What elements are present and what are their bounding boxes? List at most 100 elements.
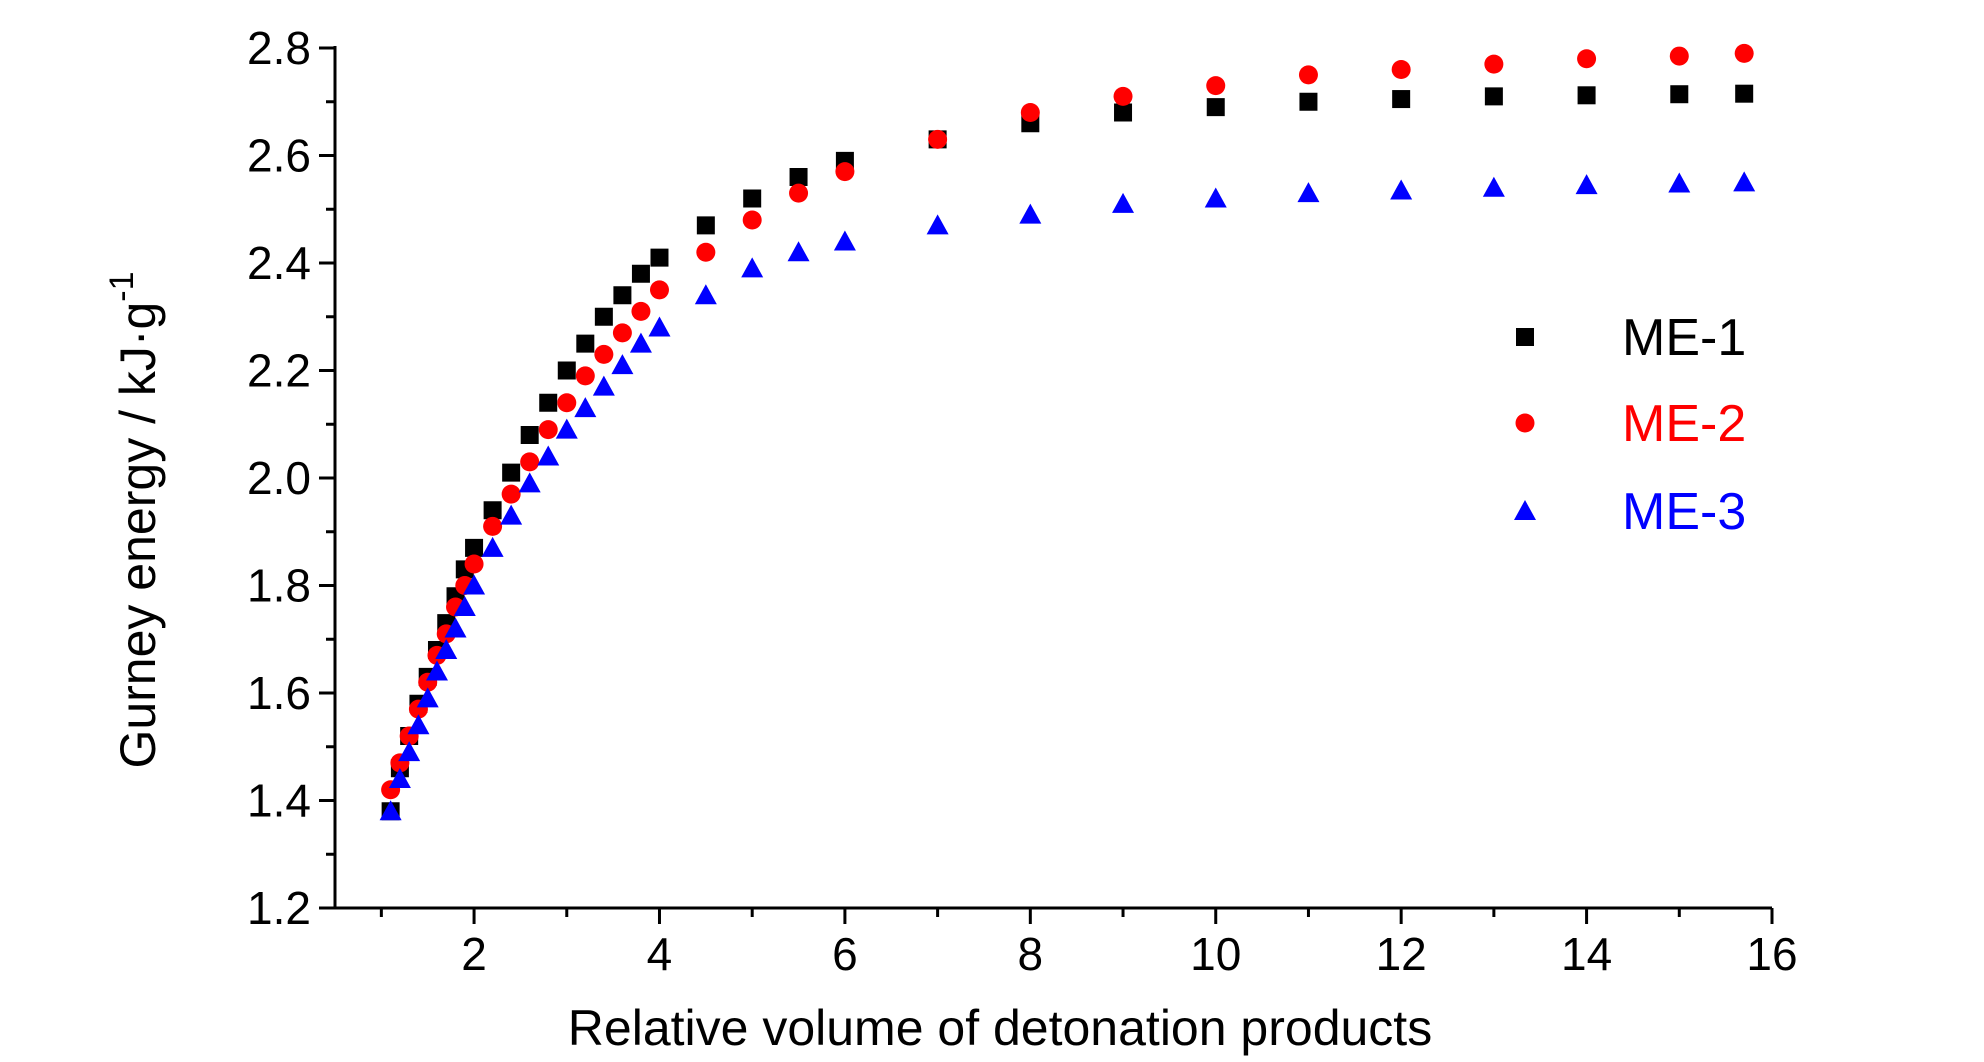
data-point (416, 687, 439, 708)
y-tick-label: 1.4 (247, 775, 311, 827)
data-point (1392, 90, 1411, 109)
legend-marker-me-3 (1514, 500, 1536, 520)
data-point (928, 129, 948, 149)
x-tick-label: 10 (1190, 928, 1241, 980)
data-point (1204, 187, 1227, 208)
data-point (453, 596, 476, 616)
data-point (1575, 174, 1598, 195)
data-point (1577, 86, 1596, 105)
data-point (835, 162, 855, 182)
data-point (1735, 84, 1754, 103)
data-point (611, 354, 634, 375)
series-me-2 (381, 43, 1754, 800)
x-tick-label: 6 (832, 928, 858, 980)
data-point (538, 420, 558, 440)
y-tick-label: 2.6 (247, 130, 311, 182)
data-point (502, 463, 521, 482)
data-point (592, 375, 615, 396)
data-point (1206, 98, 1225, 117)
data-point (742, 210, 762, 230)
data-point (1299, 92, 1318, 111)
data-point (425, 660, 448, 681)
y-tick-label: 2.0 (247, 452, 311, 504)
series-me-1 (381, 84, 1754, 821)
data-point (557, 393, 577, 413)
data-point (520, 452, 540, 472)
data-point (500, 504, 523, 525)
data-point (789, 183, 809, 203)
series-layer (379, 43, 1756, 821)
data-point (407, 714, 430, 735)
data-point (1482, 176, 1505, 197)
data-point (1484, 87, 1503, 106)
legend: ME-1 ME-2 ME-3 (1514, 309, 1746, 541)
data-point (741, 257, 764, 278)
data-point (481, 536, 504, 557)
x-tick-label: 2 (461, 928, 487, 980)
x-tick-label: 8 (1018, 928, 1044, 980)
data-point (539, 393, 558, 412)
data-point (1019, 203, 1042, 224)
data-point (1113, 86, 1133, 106)
x-tick-label: 4 (647, 928, 673, 980)
data-point (1390, 179, 1413, 200)
data-point (1668, 172, 1691, 193)
legend-label-me-1: ME-1 (1622, 309, 1746, 367)
y-tick-label: 1.6 (247, 667, 311, 719)
data-point (789, 168, 808, 186)
data-point (1020, 103, 1040, 122)
y-tick-label: 2.8 (247, 22, 311, 74)
data-point (1577, 49, 1597, 69)
data-point (465, 538, 484, 557)
series-me-3 (379, 171, 1756, 821)
data-point (435, 639, 458, 659)
x-axis-title: Relative volume of detonation products (568, 1000, 1432, 1056)
data-point (575, 366, 595, 386)
data-point (787, 241, 810, 262)
data-point (574, 397, 597, 418)
data-point (1112, 192, 1135, 213)
data-point (1391, 60, 1411, 79)
legend-label-me-2: ME-2 (1622, 395, 1746, 453)
data-point (464, 554, 484, 574)
data-point (1733, 171, 1756, 192)
data-point (379, 800, 402, 821)
data-point (444, 617, 467, 638)
data-point (1484, 54, 1504, 74)
x-tick-label: 16 (1746, 928, 1797, 980)
data-point (926, 214, 949, 235)
y-axis-title-group: Gurney energy / kJ·g-1 (103, 271, 166, 768)
data-point (629, 332, 652, 353)
data-point (501, 484, 521, 504)
svg-text:Gurney energy / kJ·g-1: Gurney energy / kJ·g-1 (103, 271, 166, 768)
data-point (388, 768, 411, 788)
y-tick-label: 2.2 (247, 345, 311, 397)
data-point (518, 472, 541, 493)
data-point (537, 445, 560, 466)
data-point (483, 516, 503, 536)
data-point (613, 286, 632, 305)
y-tick-label: 1.8 (247, 560, 311, 612)
data-point (520, 426, 539, 444)
data-point (649, 280, 669, 300)
data-point (594, 344, 614, 364)
data-point (1298, 65, 1318, 85)
y-axis-title: Gurney energy / kJ·g (110, 302, 166, 769)
data-point (743, 189, 762, 208)
y-axis-title-superscript: -1 (103, 271, 141, 301)
data-point (1734, 43, 1754, 63)
data-point (650, 248, 669, 267)
data-point (594, 307, 613, 326)
legend-marker-me-2 (1515, 413, 1535, 433)
data-point (398, 741, 421, 762)
data-point (612, 323, 632, 343)
data-point (1670, 85, 1689, 104)
data-point (1206, 76, 1226, 96)
axes: 2 4 6 8 10 12 14 16 1.2 1.4 1.6 1.8 2.0 2.2 2.4 2.6 2.8 (247, 22, 1798, 980)
legend-label-me-3: ME-3 (1622, 483, 1746, 541)
data-point (555, 418, 578, 439)
y-tick-label: 1.2 (247, 882, 311, 934)
data-point (696, 242, 716, 262)
data-point (576, 334, 595, 353)
